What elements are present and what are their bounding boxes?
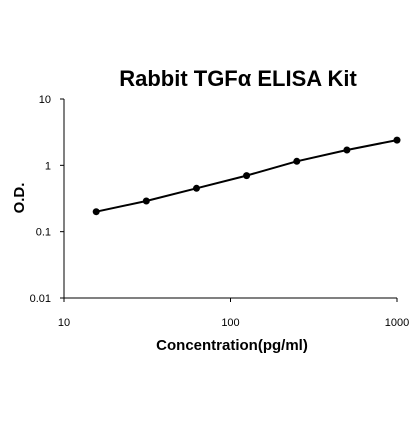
y-tick-label: 0.1 — [36, 227, 51, 239]
axis-ticks: 10 100 1000 10 1 0.1 0.01 — [30, 94, 410, 329]
x-tick-label: 100 — [221, 317, 239, 329]
chart-title: Rabbit TGFα ELISA Kit — [119, 66, 357, 91]
data-point — [393, 136, 401, 144]
data-points — [92, 136, 401, 216]
data-point — [293, 157, 301, 165]
data-point — [343, 146, 351, 154]
y-tick-label: 1 — [45, 160, 51, 172]
data-point — [243, 172, 251, 180]
data-point — [142, 197, 150, 205]
y-tick-label: 0.01 — [30, 293, 51, 305]
x-axis-label: Concentration(pg/ml) — [156, 337, 308, 354]
x-tick-label: 1000 — [385, 317, 409, 329]
data-point — [92, 208, 100, 216]
data-point — [193, 184, 200, 192]
y-tick-label: 10 — [39, 94, 51, 106]
y-axis-label: O.D. — [11, 183, 28, 214]
x-tick-label: 10 — [58, 317, 70, 329]
